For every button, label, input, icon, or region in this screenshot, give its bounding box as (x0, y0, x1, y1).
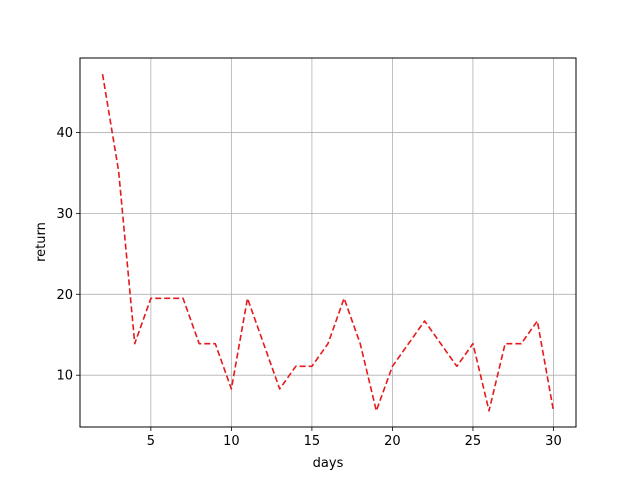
x-tick-label: 5 (147, 434, 155, 449)
series-line (101, 74, 555, 412)
x-tick-label: 20 (384, 434, 401, 449)
x-tick-label: 30 (545, 434, 562, 449)
y-tick-label: 20 (56, 288, 73, 303)
x-axis-label: days (313, 456, 344, 471)
ticks: 5 10 15 20 25 30 10 20 30 40 (56, 126, 561, 449)
x-tick-label: 10 (223, 434, 240, 449)
x-tick-label: 25 (465, 434, 482, 449)
y-tick-label: 10 (56, 369, 73, 384)
y-tick-label: 30 (56, 207, 73, 222)
series-layer (101, 74, 555, 412)
x-tick-label: 15 (304, 434, 321, 449)
grid (80, 58, 576, 427)
y-axis-label: return (34, 222, 49, 262)
plot-frame (79, 57, 577, 428)
y-tick-label: 40 (56, 126, 73, 141)
